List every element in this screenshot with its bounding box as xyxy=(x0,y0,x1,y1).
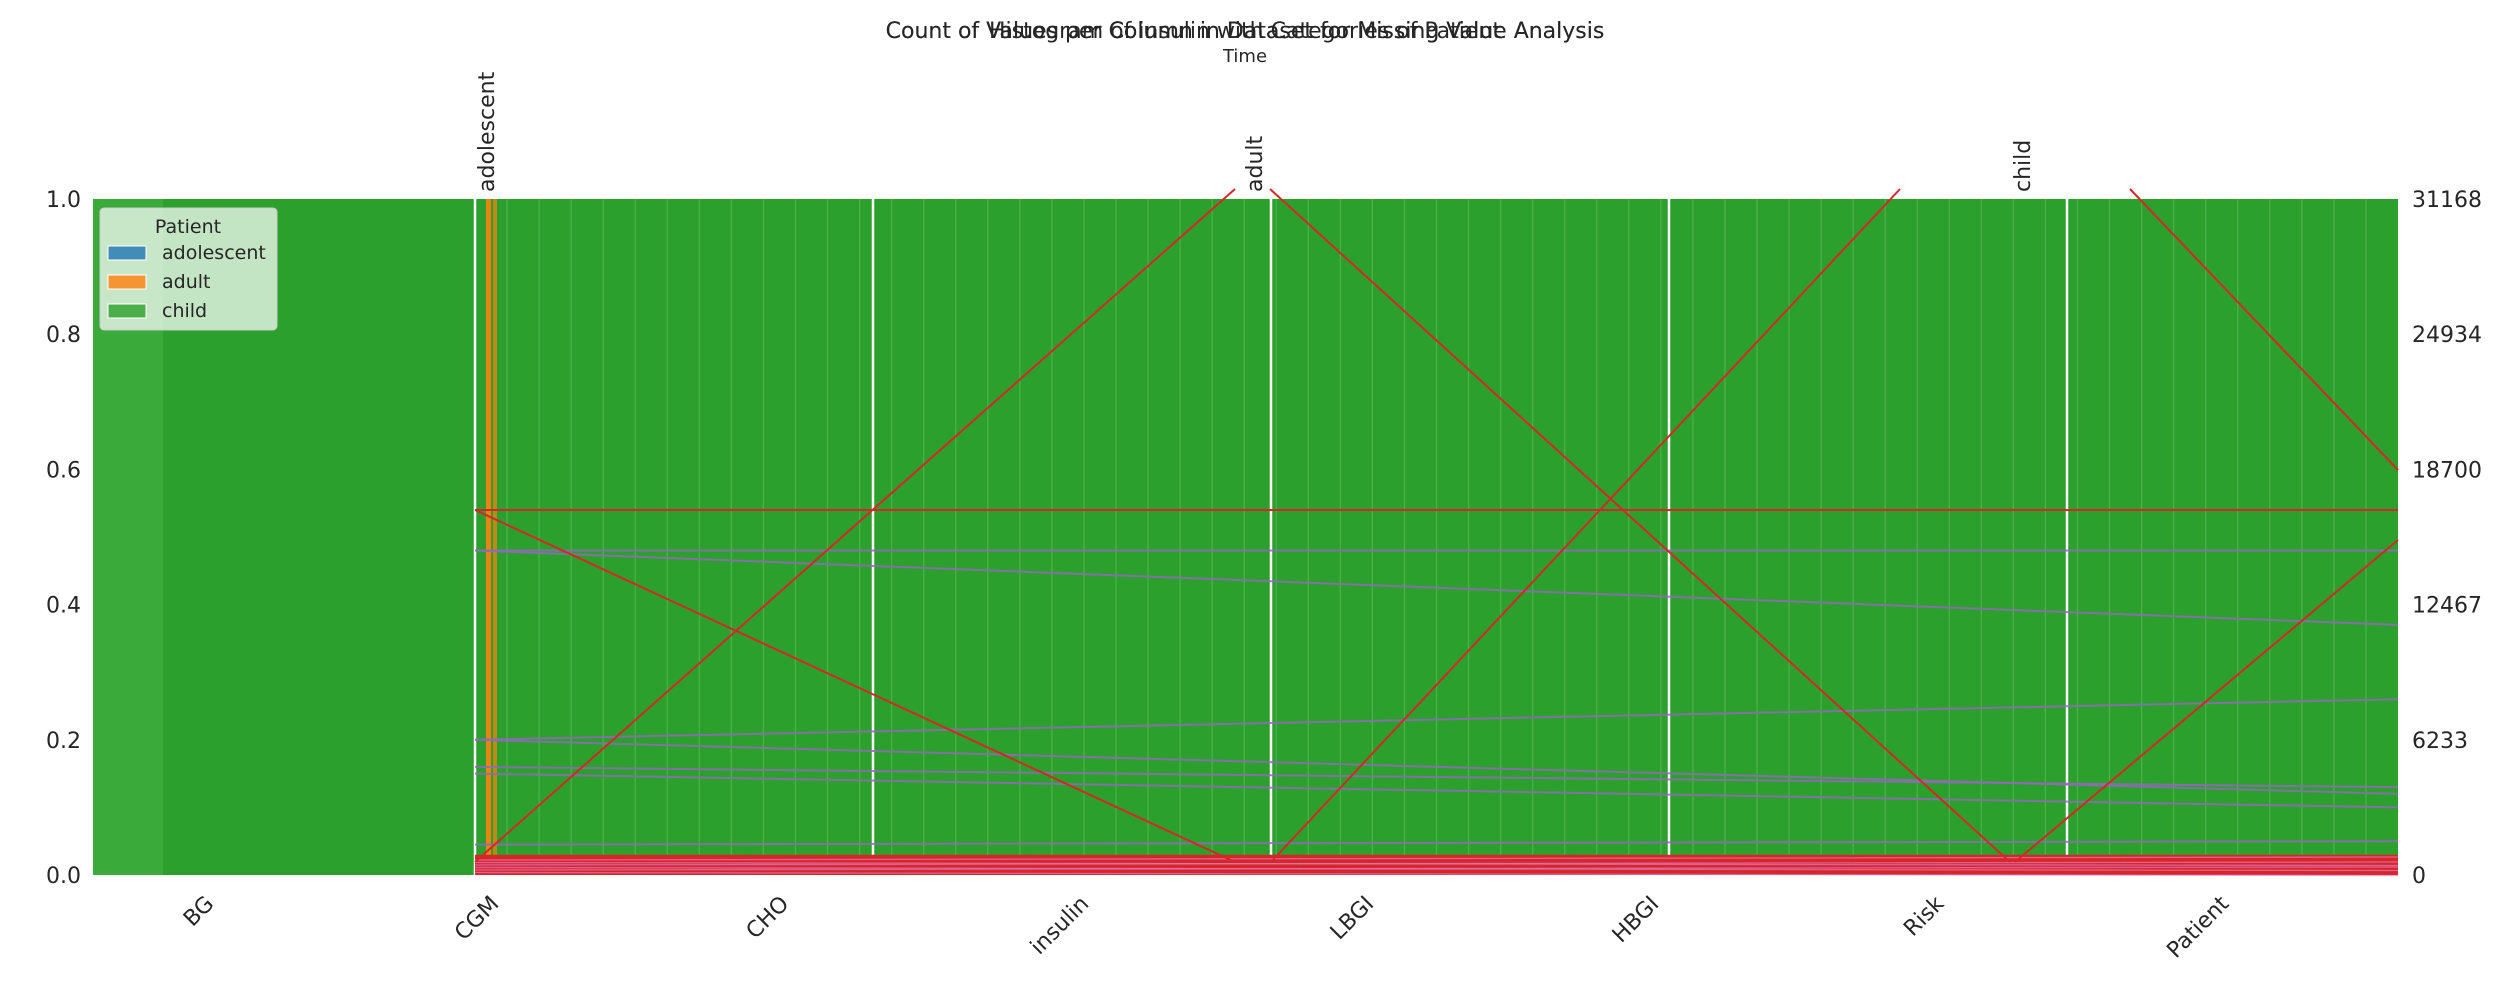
legend: Patient adolescent adult child xyxy=(99,207,278,331)
y-tick-label: 0.8 xyxy=(46,323,81,348)
parallel-line-bottom xyxy=(474,871,2399,877)
x-tick-label: CGM xyxy=(450,892,504,946)
legend-swatch-child xyxy=(107,303,147,319)
parallel-line-red-diagonal xyxy=(2014,539,2399,863)
x-tick-label: BG xyxy=(179,892,219,932)
legend-label-adult: adult xyxy=(162,271,210,293)
legend-swatch-adult xyxy=(107,274,147,290)
bar-LBGI xyxy=(1299,854,1574,875)
parallel-line-red-diagonal xyxy=(1270,188,1901,863)
x-tick-label: Patient xyxy=(2162,891,2234,963)
chart-title-2: Histogram of insulin with Categories of … xyxy=(989,19,1501,44)
y2-tick-label: 31168 xyxy=(2412,188,2482,213)
parallel-line-purple xyxy=(474,840,2399,846)
parallel-line-red-diagonal xyxy=(2129,188,2399,471)
top-tick-label: adolescent xyxy=(475,71,500,192)
x-tick-label: insulin xyxy=(1026,892,1094,960)
top-tick-label: adult xyxy=(1243,135,1268,192)
top-tick-label: child xyxy=(2011,140,2036,192)
plot-area xyxy=(93,188,2399,877)
parallel-line-purple xyxy=(474,772,2399,809)
x-tick-label: Risk xyxy=(1899,891,1949,941)
y-tick-label: 0.0 xyxy=(46,864,81,889)
y-tick-label: 1.0 xyxy=(46,188,81,213)
legend-title: Patient xyxy=(155,216,221,238)
legend-frame xyxy=(99,207,278,331)
parallel-line-purple xyxy=(474,549,2399,626)
parallel-line-red-diagonal xyxy=(1269,188,2011,863)
x-tick-label: CHO xyxy=(742,892,794,944)
parallel-line-bottom xyxy=(474,856,2399,861)
histogram-bar-adult xyxy=(486,199,491,859)
parallel-line-bottom xyxy=(474,866,2399,871)
title-group: Count of Values per Column in Dataset fo… xyxy=(886,19,1605,67)
x-tick-label: LBGI xyxy=(1326,892,1379,945)
x-tick-label: HBGI xyxy=(1608,892,1664,948)
y2-tick-label: 0 xyxy=(2412,864,2426,889)
bar-insulin xyxy=(1024,854,1300,875)
histogram-bar-child-fill xyxy=(93,199,2398,875)
y2-tick-label: 24934 xyxy=(2412,323,2482,348)
legend-label-child: child xyxy=(162,300,207,322)
parallel-line-purple xyxy=(474,765,2399,789)
y2-tick-label: 18700 xyxy=(2412,458,2482,483)
chart-title-3: Count of Values per Column in Dataset fo… xyxy=(886,19,1605,44)
parallel-line-purple xyxy=(474,698,2399,741)
chart-title-1: Count of Values per Column in Dataset fo… xyxy=(886,19,1605,44)
parallel-line-red-diagonal xyxy=(474,509,1236,863)
y-tick-label: 0.2 xyxy=(46,729,81,754)
parallel-line-red-diagonal xyxy=(474,188,1236,863)
top-axis-label: Time xyxy=(1222,46,1267,67)
y2-tick-label: 6233 xyxy=(2412,729,2468,754)
parallel-line-purple xyxy=(474,738,2399,795)
y-tick-label: 0.6 xyxy=(46,458,81,483)
legend-swatch-adolescent xyxy=(107,245,147,261)
legend-label-adolescent: adolescent xyxy=(162,242,266,264)
histogram-bar-adult xyxy=(493,199,497,859)
parallel-line-bottom xyxy=(474,861,2399,866)
y-tick-label: 0.4 xyxy=(46,594,81,619)
y2-tick-label: 12467 xyxy=(2412,594,2482,619)
